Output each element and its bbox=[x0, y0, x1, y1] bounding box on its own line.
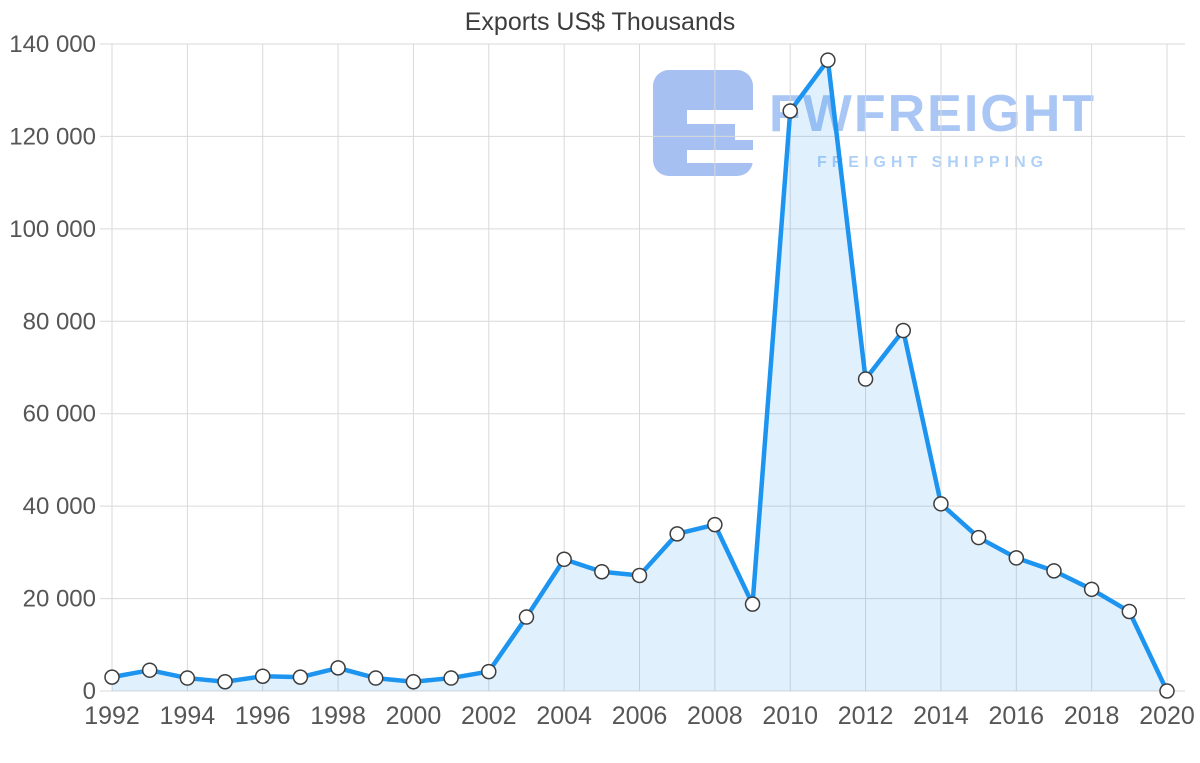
x-axis-tick-label: 1998 bbox=[310, 702, 366, 730]
data-point bbox=[1046, 563, 1062, 579]
y-axis-tick-label: 20 000 bbox=[23, 586, 96, 613]
x-axis-tick-label: 2016 bbox=[988, 702, 1044, 730]
x-axis-tick-label: 2018 bbox=[1064, 702, 1120, 730]
x-axis-tick-label: 2010 bbox=[762, 702, 818, 730]
x-axis-tick-label: 2012 bbox=[838, 702, 894, 730]
watermark: FWFREIGHT FREIGHT SHIPPING bbox=[653, 70, 1096, 176]
data-point bbox=[1159, 683, 1175, 699]
y-axis-tick-label: 100 000 bbox=[9, 216, 96, 243]
x-axis-tick-label: 2008 bbox=[687, 702, 743, 730]
chart-title: Exports US$ Thousands bbox=[464, 8, 736, 36]
data-point bbox=[141, 662, 158, 678]
data-point bbox=[820, 52, 836, 68]
data-point bbox=[518, 609, 535, 625]
y-axis-tick-label: 0 bbox=[83, 678, 96, 705]
series-area-fill bbox=[112, 60, 1167, 692]
x-axis-tick-label: 2004 bbox=[536, 702, 592, 730]
data-point bbox=[556, 551, 572, 568]
data-point bbox=[669, 526, 685, 542]
x-axis-tick-label: 2000 bbox=[386, 702, 442, 730]
x-axis-tick-label: 2006 bbox=[612, 702, 668, 730]
y-axis-tick-label: 140 000 bbox=[9, 31, 96, 58]
x-axis-tick-label: 2002 bbox=[461, 702, 517, 730]
watermark-brand: FWFREIGHT bbox=[769, 85, 1097, 143]
data-point bbox=[1008, 550, 1025, 566]
data-point bbox=[292, 669, 309, 685]
data-point bbox=[857, 371, 874, 387]
data-point bbox=[1083, 581, 1100, 598]
data-point bbox=[782, 103, 798, 119]
watermark-text: FWFREIGHT FREIGHT SHIPPING bbox=[769, 70, 1096, 172]
data-point bbox=[368, 670, 384, 686]
data-point bbox=[217, 674, 233, 690]
data-point bbox=[631, 567, 648, 584]
data-point bbox=[707, 516, 723, 533]
data-point bbox=[330, 660, 346, 676]
data-point bbox=[933, 496, 949, 512]
y-axis-tick-label: 40 000 bbox=[23, 493, 96, 520]
x-axis-tick-label: 2014 bbox=[913, 702, 969, 730]
y-axis-tick-label: 60 000 bbox=[23, 401, 96, 428]
data-point bbox=[104, 669, 120, 685]
y-axis-tick-label: 80 000 bbox=[23, 308, 96, 335]
data-point bbox=[443, 670, 459, 686]
data-point bbox=[594, 564, 610, 580]
fwfreight-logo-icon bbox=[653, 70, 753, 176]
x-axis-tick-label: 1996 bbox=[235, 702, 291, 730]
data-point bbox=[179, 670, 196, 686]
watermark-tagline: FREIGHT SHIPPING bbox=[816, 154, 1049, 171]
data-point bbox=[744, 596, 761, 612]
data-point bbox=[254, 668, 271, 684]
data-point bbox=[895, 322, 911, 339]
x-axis-tick-label: 1994 bbox=[160, 702, 216, 730]
x-axis-tick-label: 2020 bbox=[1139, 702, 1195, 730]
data-point bbox=[481, 663, 497, 680]
data-point bbox=[970, 529, 987, 546]
data-point bbox=[1121, 603, 1138, 620]
x-axis-tick-label: 1992 bbox=[84, 702, 140, 730]
data-point bbox=[405, 674, 422, 690]
y-axis-tick-label: 120 000 bbox=[9, 123, 96, 150]
